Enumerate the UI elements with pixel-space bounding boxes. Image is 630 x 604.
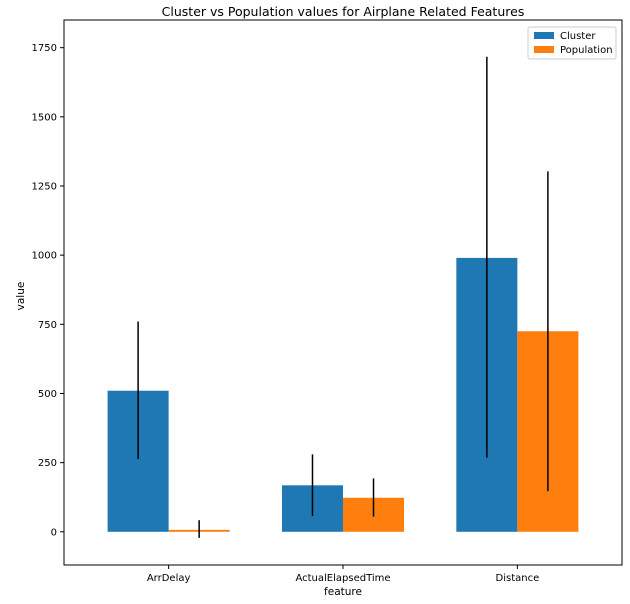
x-tick-label: Distance	[496, 573, 540, 584]
x-axis-label: feature	[324, 586, 362, 598]
legend-swatch	[534, 32, 554, 39]
axes-frame	[63, 19, 623, 566]
x-tick-label: ActualElapsedTime	[295, 573, 390, 584]
plot-area: 0 250 500 750 1000 1250 1500 1750 ArrDelay Actual…	[32, 43, 579, 584]
y-tick-label: 500	[38, 389, 57, 400]
chart-title: Cluster vs Population values for Airplan…	[162, 4, 525, 19]
y-tick-label: 1250	[32, 181, 57, 192]
y-tick-label: 0	[51, 527, 57, 538]
y-tick-label: 1000	[32, 251, 57, 262]
y-tick-label: 1500	[32, 112, 57, 123]
y-axis-label: value	[15, 282, 27, 311]
y-tick-label: 1750	[32, 43, 57, 54]
y-tick-label: 750	[38, 320, 57, 331]
legend-label: Cluster	[560, 31, 596, 42]
x-tick-label: ArrDelay	[147, 573, 191, 584]
legend-label: Population	[560, 45, 613, 56]
legend-swatch	[534, 46, 554, 53]
legend: Cluster Population	[527, 26, 617, 60]
y-tick-label: 250	[38, 458, 57, 469]
